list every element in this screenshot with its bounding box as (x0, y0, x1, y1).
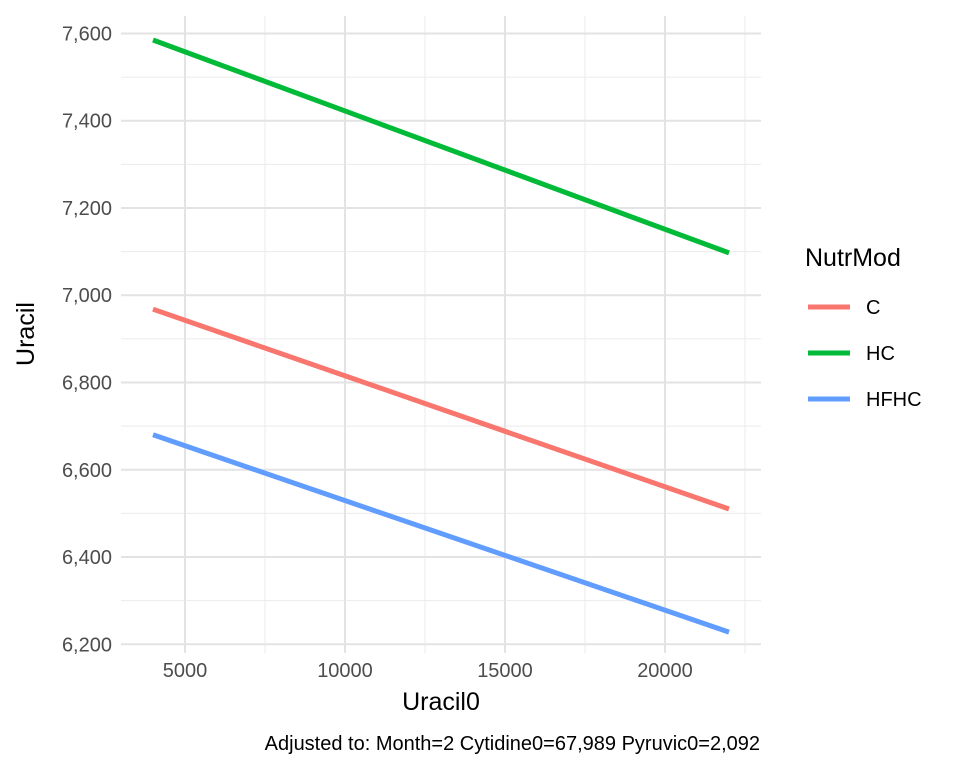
legend-title: NutrMod (805, 244, 901, 272)
x-tick-label: 15000 (477, 660, 533, 682)
legend-label-hc: HC (866, 343, 895, 365)
y-tick-label: 7,000 (62, 285, 112, 307)
y-tick-label: 6,200 (62, 634, 112, 656)
legend-label-hfhc: HFHC (866, 389, 922, 411)
legend-label-c: C (866, 297, 880, 319)
y-axis-ticks: 6,200 6,400 6,600 6,800 7,000 7,200 7,400 7,600 (62, 23, 112, 656)
x-tick-label: 20000 (637, 660, 693, 682)
y-tick-label: 6,800 (62, 372, 112, 394)
series-line-hfhc (152, 432, 730, 635)
grid-minor (121, 16, 761, 653)
series-line-c (152, 306, 730, 512)
x-tick-label: 10000 (317, 660, 373, 682)
x-axis-title: Uracil0 (402, 688, 480, 716)
caption: Adjusted to: Month=2 Cytidine0=67,989 Py… (265, 733, 760, 755)
series-line-hc (152, 37, 730, 256)
y-axis-title: Uracil (12, 302, 40, 366)
series-lines (152, 37, 730, 635)
x-tick-label: 5000 (163, 660, 208, 682)
y-tick-label: 6,600 (62, 460, 112, 482)
y-tick-label: 7,400 (62, 111, 112, 133)
legend: NutrMod C HC HFHC (805, 244, 922, 411)
y-tick-label: 7,200 (62, 198, 112, 220)
x-axis-ticks: 5000 10000 15000 20000 (163, 660, 693, 682)
grid-major (121, 16, 761, 653)
y-tick-label: 7,600 (62, 23, 112, 45)
y-tick-label: 6,400 (62, 547, 112, 569)
